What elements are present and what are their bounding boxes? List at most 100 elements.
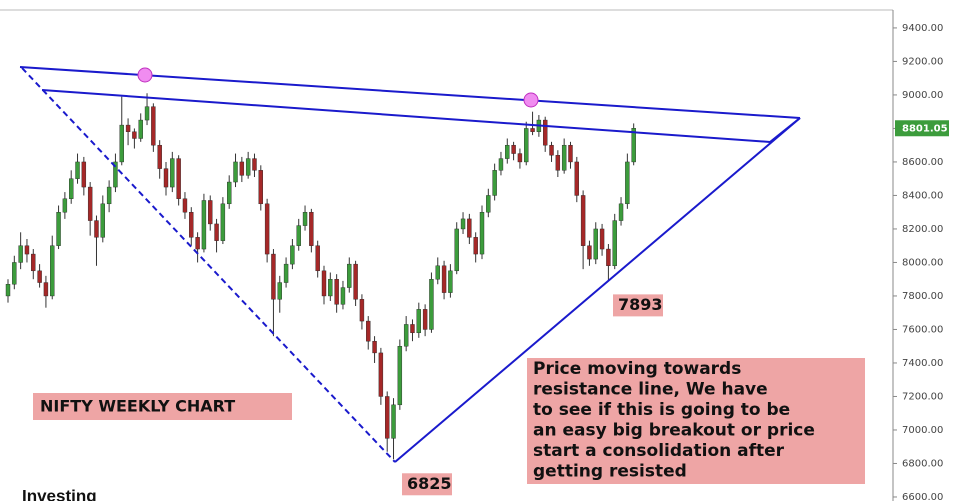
candle-body — [226, 181, 232, 205]
last-price-label: 8801.05 — [902, 123, 948, 134]
candle-body — [132, 131, 137, 139]
candle-body — [163, 168, 169, 188]
candle-body — [271, 253, 276, 300]
candle-body — [106, 186, 112, 205]
candle-body — [422, 309, 428, 330]
candle-body — [416, 309, 421, 334]
candle-body — [467, 218, 472, 238]
y-tick-label: 7400.00 — [902, 358, 943, 369]
candle-body — [618, 203, 624, 221]
support-line — [394, 117, 801, 463]
annotation-label: 7893 — [618, 295, 663, 314]
comment-line: to see if this is going to be — [533, 400, 790, 420]
candle-body — [372, 340, 377, 354]
candle-body — [378, 352, 384, 397]
candle-body — [277, 282, 282, 300]
candle-body — [157, 144, 162, 169]
comment-line: resistance line, We have — [533, 380, 768, 400]
candle-body — [328, 279, 333, 297]
comment-line: getting resisted — [533, 462, 687, 482]
candle-body — [245, 158, 251, 176]
candle-body — [239, 161, 245, 176]
candle-body — [340, 287, 346, 305]
annotation-box — [402, 473, 452, 496]
candle-body — [283, 263, 289, 283]
touch-point — [137, 67, 153, 83]
candle-body — [359, 299, 365, 322]
candle-body — [448, 270, 453, 293]
candle-body — [144, 106, 150, 121]
candle-body — [321, 270, 327, 297]
candle-body — [391, 404, 396, 439]
candle-body — [75, 161, 80, 179]
candle-body — [195, 237, 200, 250]
candle-body — [347, 263, 352, 288]
candle-body — [18, 245, 23, 263]
candle-body — [94, 220, 99, 238]
y-tick-label: 8400.00 — [902, 190, 943, 201]
watermark: Investing — [22, 486, 97, 501]
y-tick-label: 8600.00 — [902, 157, 943, 168]
y-tick-label: 7000.00 — [902, 425, 943, 436]
candle-body — [264, 203, 270, 255]
candle-body — [460, 218, 466, 230]
y-tick-label: 8200.00 — [902, 224, 943, 235]
chart-label: NIFTY WEEKLY CHART — [40, 397, 235, 416]
candle-body — [492, 170, 497, 196]
comment-box — [527, 358, 865, 484]
candle-body — [119, 124, 124, 163]
candle-body — [201, 200, 207, 250]
candle-body — [309, 211, 314, 246]
candle-body — [479, 211, 485, 255]
y-tick-label: 9200.00 — [902, 56, 943, 67]
comment-line: start a consolidation after — [533, 441, 785, 461]
resistance-line-inner — [41, 89, 771, 143]
candle-body — [555, 155, 561, 171]
candle-body — [549, 144, 554, 156]
comment-line: Price moving towards — [533, 359, 741, 379]
candle-body — [315, 245, 320, 272]
candle-body — [606, 248, 611, 267]
candle-body — [580, 195, 586, 246]
y-tick-label: 6600.00 — [902, 492, 943, 501]
candle-body — [410, 324, 415, 334]
candle-body — [252, 158, 257, 171]
candle-body — [151, 106, 156, 146]
comment-line: an easy big breakout or price — [533, 421, 815, 441]
candle-body — [302, 211, 308, 226]
candle-body — [296, 225, 301, 246]
y-tick-label: 9400.00 — [902, 23, 943, 34]
candle-body — [100, 203, 106, 238]
y-tick-label: 8000.00 — [902, 257, 943, 268]
annotation-box — [613, 294, 663, 317]
candle-body — [403, 324, 409, 347]
candles — [5, 93, 636, 460]
candle-body — [233, 161, 238, 183]
candle-body — [524, 128, 529, 163]
candle-body — [612, 220, 617, 267]
candle-body — [574, 161, 579, 196]
annotation-label: 6825 — [407, 474, 452, 493]
candle-body — [568, 144, 573, 163]
candle-body — [587, 245, 592, 260]
candle-body — [385, 396, 390, 439]
candle-body — [334, 279, 339, 305]
candle-body — [68, 178, 74, 199]
last-price-tag — [895, 120, 949, 137]
candle-body — [530, 128, 535, 132]
candle-body — [87, 186, 93, 221]
y-tick-label: 9000.00 — [902, 90, 943, 101]
candle-body — [631, 128, 636, 163]
candle-body — [43, 282, 49, 297]
candle-body — [397, 346, 403, 406]
candle-body — [62, 198, 68, 213]
candle-body — [625, 161, 630, 205]
candle-body — [561, 144, 567, 171]
candle-body — [258, 170, 263, 205]
candle-body — [454, 228, 459, 272]
candle-body — [214, 223, 219, 241]
candle-body — [498, 158, 504, 171]
candle-body — [505, 144, 510, 159]
